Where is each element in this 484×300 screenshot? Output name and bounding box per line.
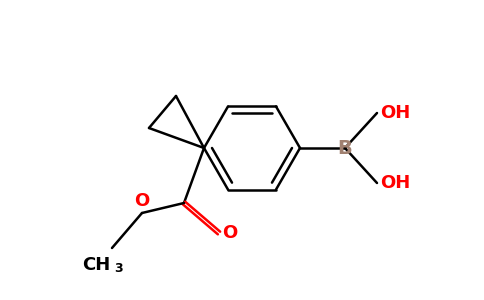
Text: 3: 3 <box>114 262 122 275</box>
Text: O: O <box>222 224 237 242</box>
Text: CH: CH <box>82 256 110 274</box>
Text: OH: OH <box>380 174 410 192</box>
Text: O: O <box>135 192 150 210</box>
Text: B: B <box>338 139 352 158</box>
Text: OH: OH <box>380 104 410 122</box>
